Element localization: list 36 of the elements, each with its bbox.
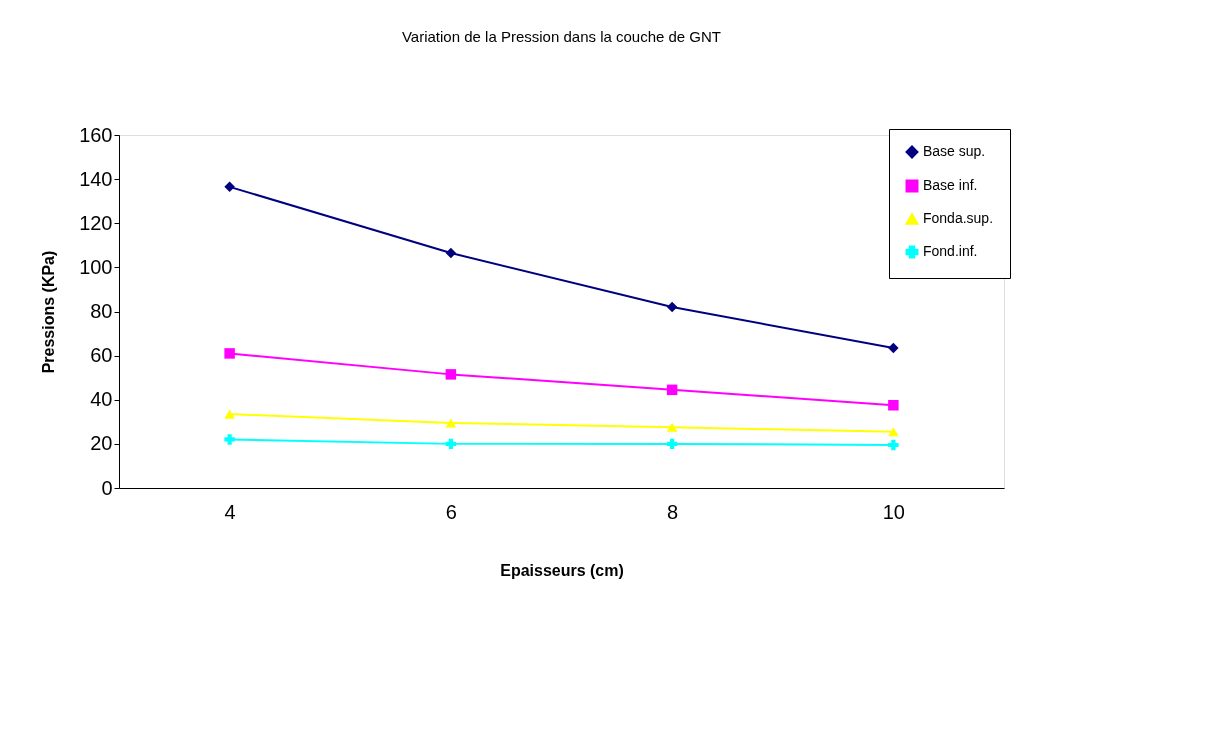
legend-label: Fond.inf. xyxy=(923,243,978,259)
y-tick-label: 160 xyxy=(79,123,113,146)
point xyxy=(888,427,899,437)
point xyxy=(666,438,678,450)
point xyxy=(666,301,678,313)
point xyxy=(445,369,457,380)
y-tick-label: 80 xyxy=(90,300,113,322)
point xyxy=(224,434,235,445)
point xyxy=(445,247,457,259)
legend-label: Base inf. xyxy=(923,177,978,193)
x-axis-title: Epaisseurs (cm) xyxy=(500,561,624,579)
x-tick-label: 6 xyxy=(445,500,457,523)
point xyxy=(666,384,678,396)
point xyxy=(224,181,235,193)
x-tick-label: 8 xyxy=(667,500,679,523)
point xyxy=(445,438,457,450)
y-axis-title: Pressions (KPa) xyxy=(40,250,58,374)
y-tick-label: 60 xyxy=(90,344,113,367)
point xyxy=(888,342,899,354)
point xyxy=(666,422,678,432)
point xyxy=(224,348,235,359)
y-tick-label: 100 xyxy=(79,255,113,278)
x-tick-label: 10 xyxy=(882,500,905,523)
point xyxy=(445,418,457,428)
y-tick-label: 0 xyxy=(101,476,113,499)
y-tick-label: 20 xyxy=(90,432,113,455)
chart-title: Variation de la Pression dans la couche de GNT xyxy=(401,28,722,45)
point xyxy=(888,400,899,411)
point xyxy=(224,409,235,419)
y-tick-label: 140 xyxy=(79,167,113,190)
x-tick-label: 4 xyxy=(224,500,236,523)
legend-label: Base sup. xyxy=(923,143,986,159)
y-tick-label: 120 xyxy=(79,211,113,234)
legend-label: Fonda.sup. xyxy=(923,210,994,226)
y-tick-label: 40 xyxy=(90,388,113,411)
point xyxy=(888,439,899,451)
